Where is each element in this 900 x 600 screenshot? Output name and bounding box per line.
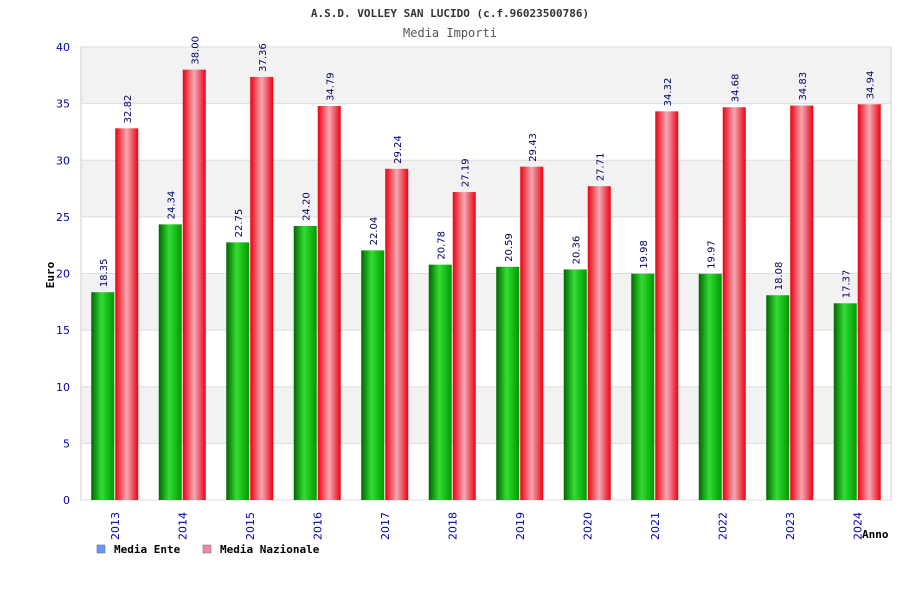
data-label: 20.78	[436, 231, 447, 260]
x-tick-label: 2021	[649, 512, 662, 540]
data-label: 20.36	[571, 236, 582, 265]
plot-band	[81, 160, 891, 217]
x-tick-label: 2014	[176, 512, 189, 540]
data-label: 34.94	[865, 71, 876, 100]
data-label: 20.59	[504, 233, 515, 262]
bar-ente-2013	[91, 292, 115, 500]
y-tick-label: 35	[56, 98, 70, 111]
bar-nazionale-2017	[385, 168, 409, 500]
y-tick-label: 15	[56, 324, 70, 337]
data-label: 38.00	[190, 36, 201, 65]
x-tick-label: 2024	[851, 512, 864, 540]
data-label: 24.20	[301, 192, 312, 221]
data-label: 27.71	[595, 153, 606, 182]
legend-swatch-ente	[96, 544, 106, 554]
bar-nazionale-2014	[182, 69, 206, 501]
plot-band	[81, 330, 891, 387]
data-label: 29.43	[528, 133, 539, 162]
y-tick-label: 25	[56, 211, 70, 224]
data-label: 22.04	[369, 217, 380, 246]
plot-band	[81, 216, 891, 274]
data-label: 18.35	[99, 259, 110, 288]
plot-band	[81, 386, 891, 444]
data-label: 34.79	[325, 72, 336, 101]
bar-nazionale-2022	[722, 107, 746, 501]
y-axis-label: Euro	[44, 261, 57, 288]
data-label: 17.37	[841, 270, 852, 299]
bar-ente-2015	[226, 242, 250, 500]
bar-ente-2017	[361, 250, 385, 500]
y-tick-label: 5	[63, 437, 70, 450]
x-tick-label: 2017	[379, 512, 392, 540]
data-label: 32.82	[123, 95, 134, 124]
bar-ente-2024	[833, 303, 857, 500]
data-label: 19.97	[706, 240, 717, 269]
y-tick-label: 20	[56, 268, 70, 281]
data-label: 34.32	[663, 78, 674, 107]
plot-band	[81, 47, 891, 104]
plot-background	[80, 46, 892, 501]
plot-band	[81, 443, 891, 500]
x-axis-label: Anno	[862, 528, 889, 541]
plot-band	[81, 273, 891, 331]
x-tick-label: 2018	[446, 512, 459, 540]
x-tick-label: 2013	[109, 512, 122, 540]
x-tick-label: 2015	[244, 512, 257, 540]
bar-nazionale-2024	[857, 104, 881, 500]
data-label: 24.34	[166, 191, 177, 220]
y-tick-label: 30	[56, 154, 70, 167]
legend-label-nazionale: Media Nazionale	[220, 543, 320, 556]
bar-nazionale-2021	[655, 111, 679, 501]
x-tick-label: 2020	[581, 512, 594, 540]
ticks-group: 0 5 10 15 20 25 30 35 40 2013 2014 2015 2016 2017 2018…	[56, 41, 864, 540]
bar-nazionale-2018	[452, 192, 476, 501]
y-tick-label: 40	[56, 41, 70, 54]
data-label: 29.24	[393, 135, 404, 164]
grid-lines	[81, 46, 891, 501]
y-tick-label: 0	[63, 494, 70, 507]
plot-band	[81, 103, 891, 161]
y-tick-label: 10	[56, 381, 70, 394]
bar-nazionale-2013	[115, 128, 139, 500]
bars-group: 18.35 32.82 24.34 38.00 22.75 37.36 24.20 34.79…	[91, 36, 881, 501]
bar-ente-2022	[698, 273, 722, 500]
bar-nazionale-2020	[587, 186, 611, 500]
data-label: 37.36	[258, 43, 269, 72]
legend-label-ente: Media Ente	[114, 543, 181, 556]
bar-ente-2020	[563, 269, 587, 500]
bar-nazionale-2016	[317, 106, 341, 501]
bar-ente-2016	[293, 225, 317, 500]
data-label: 34.68	[730, 74, 741, 103]
x-tick-label: 2016	[311, 512, 324, 540]
bar-nazionale-2023	[790, 105, 814, 501]
bar-ente-2018	[428, 264, 452, 500]
x-tick-label: 2022	[716, 512, 729, 540]
chart-subtitle: Media Importi	[403, 26, 497, 40]
data-label: 34.83	[798, 72, 809, 101]
chart-title: A.S.D. VOLLEY SAN LUCIDO (c.f.9602350078…	[311, 7, 589, 20]
bar-nazionale-2015	[250, 76, 274, 500]
legend-swatch-nazionale	[202, 544, 212, 554]
bar-ente-2014	[158, 224, 182, 501]
data-label: 22.75	[234, 209, 245, 238]
legend: Media Ente Media Nazionale	[96, 543, 320, 556]
bar-ente-2023	[766, 295, 790, 500]
bar-nazionale-2019	[520, 166, 544, 500]
data-label: 18.08	[774, 262, 785, 291]
x-tick-label: 2023	[784, 512, 797, 540]
bar-ente-2021	[631, 273, 655, 500]
data-label: 19.98	[639, 240, 650, 269]
bar-ente-2019	[496, 266, 520, 500]
x-tick-label: 2019	[514, 512, 527, 540]
data-label: 27.19	[460, 158, 471, 187]
